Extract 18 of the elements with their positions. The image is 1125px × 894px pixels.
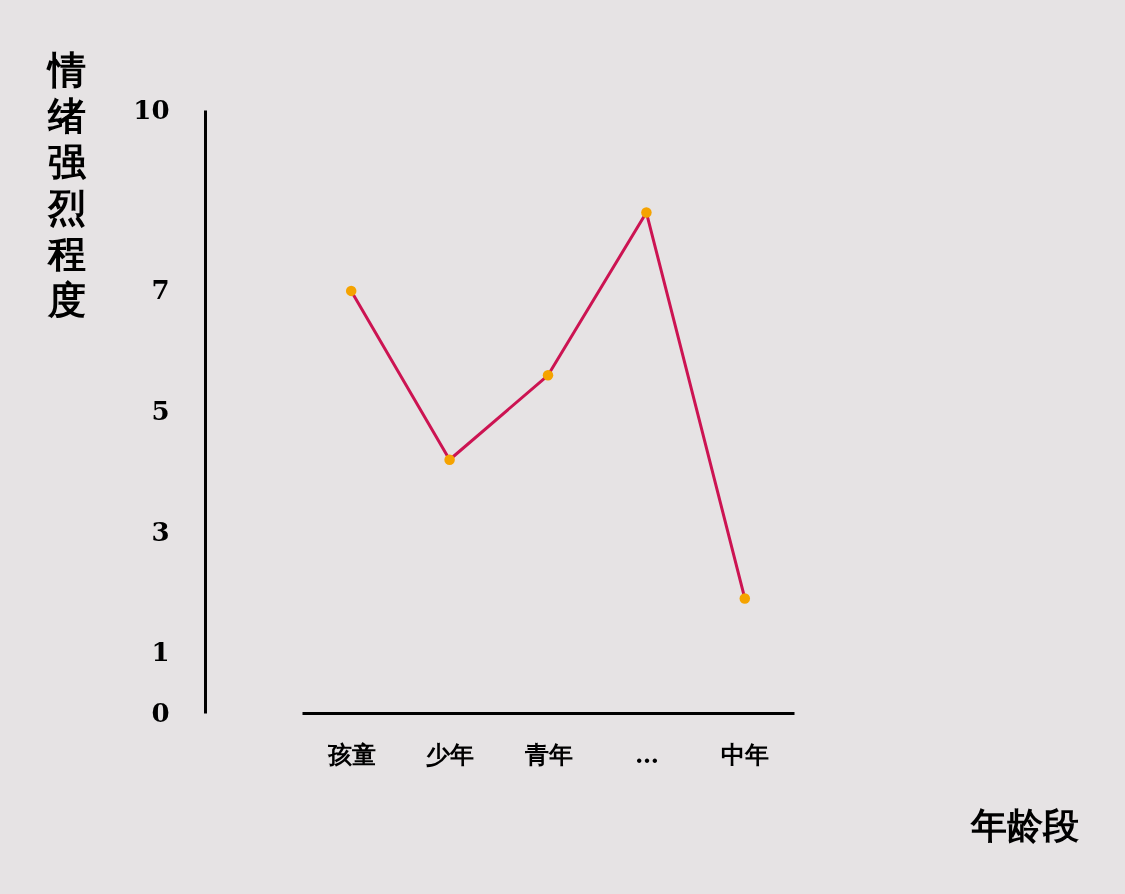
y-tick-label: 1 — [151, 637, 170, 668]
point — [641, 207, 652, 218]
y-tick-label: 5 — [151, 396, 170, 426]
point — [345, 285, 357, 297]
y-axis-title: 情绪强烈程度 — [45, 46, 87, 322]
x-tick-label: 青年 — [523, 739, 573, 769]
x-tick-label: … — [634, 739, 659, 769]
x-tick-label: 孩童 — [326, 739, 376, 769]
point — [739, 593, 751, 604]
x-axis-title: 年龄段 — [969, 803, 1079, 846]
y-tick-label: 3 — [151, 516, 170, 547]
y-tick-label: 10 — [133, 94, 170, 125]
y-tick-label: 7 — [151, 275, 170, 306]
y-tick-label: 0 — [151, 697, 170, 728]
point — [542, 370, 554, 381]
x-tick-label: 中年 — [721, 739, 770, 769]
x-tick-label: 少年 — [426, 739, 475, 769]
point — [444, 454, 455, 465]
